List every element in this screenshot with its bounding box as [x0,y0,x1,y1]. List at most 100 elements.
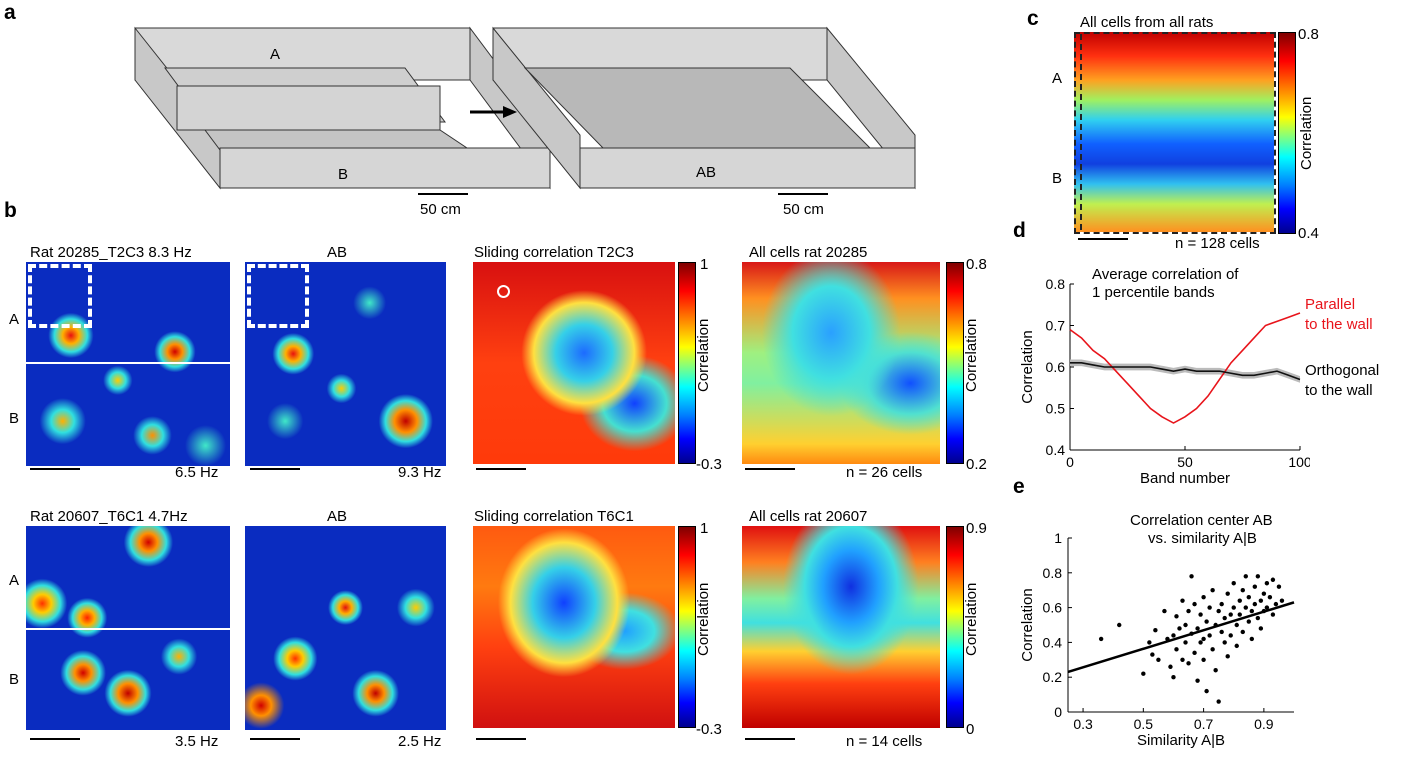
scatter-point [1225,591,1230,596]
scale-bar [30,468,80,470]
cell-count-label: n = 26 cells [846,464,923,481]
cell-count-label: n = 128 cells [1175,235,1260,252]
colorbar-min: -0.3 [696,721,722,738]
colorbar-max: 0.8 [1298,26,1319,43]
scatter-point [1258,598,1264,603]
scale-bar-label: 50 cm [783,201,824,218]
row-label-a: A [9,572,20,589]
peak-rate-label: 9.3 Hz [398,464,442,481]
scatter-point [1264,581,1270,586]
scatter-point [1240,588,1245,593]
colorbar-label: Correlation [963,582,980,656]
scatter-point [1258,626,1264,631]
y-tick-label: 0.2 [1043,669,1063,685]
sliding-correlation-heatmap [473,526,675,728]
y-tick-label: 0.5 [1046,401,1066,417]
scatter-point [1243,574,1248,579]
scale-bar [30,738,80,740]
panel-label-c: c [1027,7,1039,30]
scatter-point [1204,619,1209,624]
arrow-icon [470,106,517,118]
panel-label-d: d [1013,219,1026,242]
rate-map-title: Rat 20607_T6C1 4.7Hz [30,508,188,525]
x-axis-label: Band number [1140,470,1230,487]
scatter-point [1180,657,1185,662]
colorbar-max: 0.9 [966,520,987,537]
scatter-point [1210,588,1215,593]
panel-label-a: a [4,1,16,24]
scale-bar [476,468,526,470]
y-tick-label: 0.7 [1046,318,1066,334]
panel-label-e: e [1013,475,1025,498]
y-tick-label: 0.6 [1046,359,1066,375]
scatter-point [1204,688,1209,694]
scatter-point [1198,612,1203,617]
scale-bar [778,193,828,195]
row-label-a: A [9,311,20,328]
scatter-point [1201,657,1206,662]
scatter-point [1219,601,1224,607]
y-tick-label: 0.8 [1043,565,1063,581]
scatter-point [1261,591,1267,596]
scale-bar [1078,238,1128,240]
scale-bar [250,738,300,740]
legend-parallel-line2: to the wall [1305,316,1373,333]
arena-schematic [134,26,916,190]
colorbar [946,262,964,464]
row-label-b: B [9,410,20,427]
scatter-point [1237,612,1242,617]
scatter-point [1219,629,1224,635]
allcells-title: All cells rat 20607 [749,508,868,525]
scale-bar [745,738,795,740]
colorbar-label: Correlation [695,318,712,392]
scatter-point [1231,605,1236,610]
marker-circle-icon [497,285,510,298]
colorbar-min: 0.4 [1298,225,1319,242]
line-chart: 0.4 0.5 0.6 0.7 0.8 0 50 100 Band number Correlat… [1019,276,1310,487]
scatter-point [1183,640,1188,645]
scatter-point [1156,657,1161,662]
scatter-point [1249,608,1255,614]
peak-rate-label: 2.5 Hz [398,733,442,750]
x-tick-label: 50 [1177,454,1193,470]
allcells-heatmap [742,526,940,728]
ab-map-title: AB [327,244,348,261]
scatter-point [1207,633,1212,638]
colorbar-min: -0.3 [696,456,722,473]
peak-rate-label: 3.5 Hz [175,733,219,750]
scatter-point [1098,636,1104,642]
x-tick-label: 0.7 [1194,716,1214,732]
arena-label-ab: AB [696,164,717,181]
y-tick-label: 0.6 [1043,600,1063,616]
scatter-point [1234,643,1239,649]
scatter-point [1174,614,1179,619]
scatter-point [1183,622,1188,628]
scatter-point [1141,671,1146,676]
x-tick-label: 0.5 [1134,716,1154,732]
panel-d-title-line1: Average correlation of [1092,266,1239,283]
scatter-point [1168,664,1173,669]
colorbar-max: 1 [700,520,709,537]
scatter-point [1201,636,1206,642]
scatter-point [1228,612,1233,617]
y-tick-label: 0 [1054,704,1062,720]
x-tick-label: 0.3 [1073,716,1093,732]
scatter-point [1246,594,1251,600]
scatter-point [1174,647,1179,652]
scale-bar [476,738,526,740]
y-tick-label: 0.4 [1043,634,1063,650]
colorbar [946,526,964,728]
scatter-point [1222,615,1227,621]
scatter-point [1267,594,1273,600]
peak-rate-label: 6.5 Hz [175,464,219,481]
ab-rate-map-heatmap [245,526,446,730]
colorbar-min: 0 [966,721,975,738]
scatter-point [1231,581,1236,586]
legend-orthogonal-line2: to the wall [1305,382,1373,399]
scatter-point [1147,640,1152,645]
colorbar-label: Correlation [1298,96,1315,170]
scatter-point [1222,640,1227,645]
scatter-point [1279,598,1285,603]
colorbar-label: Correlation [695,582,712,656]
row-label-a: A [1052,70,1063,87]
